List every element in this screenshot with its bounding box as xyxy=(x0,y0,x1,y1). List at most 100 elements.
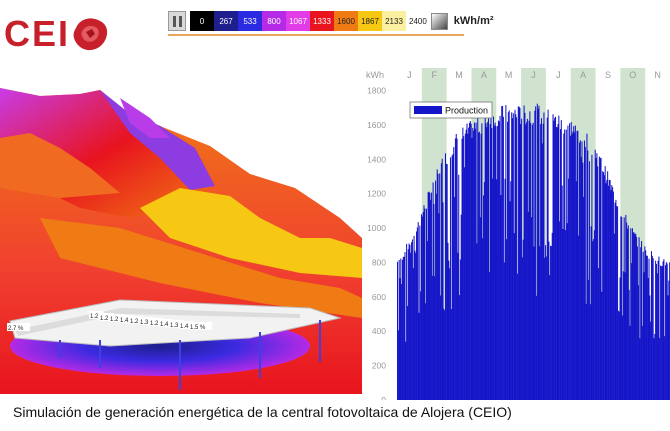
production-bar xyxy=(655,263,657,400)
production-bar xyxy=(423,205,425,400)
production-bar xyxy=(500,195,502,400)
pause-icon[interactable] xyxy=(168,11,186,31)
production-bar xyxy=(441,158,443,400)
production-bar xyxy=(525,124,527,400)
production-bar xyxy=(446,164,448,400)
production-bar xyxy=(599,158,601,400)
production-bar xyxy=(404,252,406,400)
production-bar xyxy=(550,245,552,400)
production-bar xyxy=(640,247,642,400)
production-bar xyxy=(583,197,585,400)
production-bar xyxy=(631,263,633,400)
production-bar xyxy=(408,243,410,400)
production-bar xyxy=(420,214,423,400)
production-bar xyxy=(502,116,504,400)
production-bar xyxy=(512,113,514,400)
island-map-icon xyxy=(73,18,108,51)
production-bar xyxy=(506,239,508,400)
terrain-loss-label: 1.4 xyxy=(180,324,189,330)
production-bar xyxy=(431,275,433,400)
production-bar xyxy=(436,169,438,400)
production-bar xyxy=(430,199,432,400)
production-bar xyxy=(624,272,626,400)
production-bar xyxy=(612,191,614,400)
production-bar xyxy=(497,120,499,400)
production-bar xyxy=(658,256,660,400)
production-bar xyxy=(650,251,652,400)
terrain-label-bg xyxy=(179,321,194,329)
production-bar xyxy=(409,244,411,400)
production-bar xyxy=(453,147,455,400)
y-tick-label: 1800 xyxy=(367,86,386,96)
legend-unit: kWh/m² xyxy=(453,15,494,27)
production-bar xyxy=(556,127,558,400)
production-bar xyxy=(406,306,408,400)
production-bar xyxy=(476,243,478,400)
production-bar xyxy=(588,161,590,400)
production-bar xyxy=(559,221,561,400)
production-bar xyxy=(402,256,404,400)
production-bar xyxy=(652,258,654,400)
y-tick-label: 1000 xyxy=(367,223,386,233)
production-bar xyxy=(439,173,441,400)
legend-swatch: 1600 xyxy=(334,11,358,31)
terrain-label-bg xyxy=(149,318,164,326)
terrain-loss-label: 1.2 xyxy=(130,319,139,325)
month-label: M xyxy=(455,70,463,80)
terrain-label-bg xyxy=(159,319,174,327)
production-bar xyxy=(649,295,651,400)
production-bar xyxy=(623,217,625,400)
production-bar xyxy=(546,117,548,400)
production-bar xyxy=(463,136,465,400)
production-bar xyxy=(545,256,547,400)
production-bar xyxy=(562,228,564,400)
production-bar xyxy=(589,304,591,400)
month-label: J xyxy=(556,70,561,80)
y-tick-label: 1600 xyxy=(367,120,386,130)
production-bar xyxy=(488,272,490,400)
production-bar xyxy=(551,232,553,400)
production-bar xyxy=(598,268,600,400)
production-bar xyxy=(469,121,471,400)
production-bar xyxy=(489,124,491,400)
production-bar xyxy=(403,256,405,400)
production-bar xyxy=(628,289,630,400)
production-bar xyxy=(566,223,568,400)
production-bar xyxy=(509,201,511,400)
production-bar xyxy=(592,241,594,400)
production-chart: J F M A M J J A S O N 0 200 400 600 800 1000 1200 1400 1600… xyxy=(366,68,670,400)
production-bar xyxy=(478,131,480,400)
production-bar xyxy=(664,336,666,400)
production-bar xyxy=(490,118,492,400)
production-bar xyxy=(398,259,400,400)
production-bar xyxy=(603,175,605,400)
production-bar xyxy=(535,295,538,400)
production-bar xyxy=(435,193,437,400)
production-bar xyxy=(479,217,481,400)
terrain-loss-label: 1.2 xyxy=(110,317,119,323)
production-bar xyxy=(460,214,462,400)
production-bar xyxy=(534,110,536,400)
production-bar xyxy=(616,206,618,400)
production-bar xyxy=(563,133,565,400)
production-bar xyxy=(650,321,652,400)
terrain-loss-label: 1.3 xyxy=(170,323,179,329)
production-bar xyxy=(455,134,457,400)
production-bar xyxy=(610,190,612,400)
terrain-label-bg xyxy=(119,315,134,323)
production-bar xyxy=(618,311,620,400)
production-bar xyxy=(459,259,461,400)
production-bar xyxy=(428,191,430,400)
production-bar xyxy=(648,258,650,400)
production-bar xyxy=(424,208,426,400)
production-bar xyxy=(636,246,638,400)
production-bar xyxy=(568,178,570,400)
production-bar xyxy=(418,312,420,400)
production-bar xyxy=(561,185,563,400)
production-bar xyxy=(602,171,604,400)
terrain-label-bg xyxy=(139,317,154,325)
production-bar xyxy=(594,149,596,400)
production-bar xyxy=(665,262,667,400)
production-bar xyxy=(531,217,533,400)
production-bar xyxy=(504,178,506,400)
